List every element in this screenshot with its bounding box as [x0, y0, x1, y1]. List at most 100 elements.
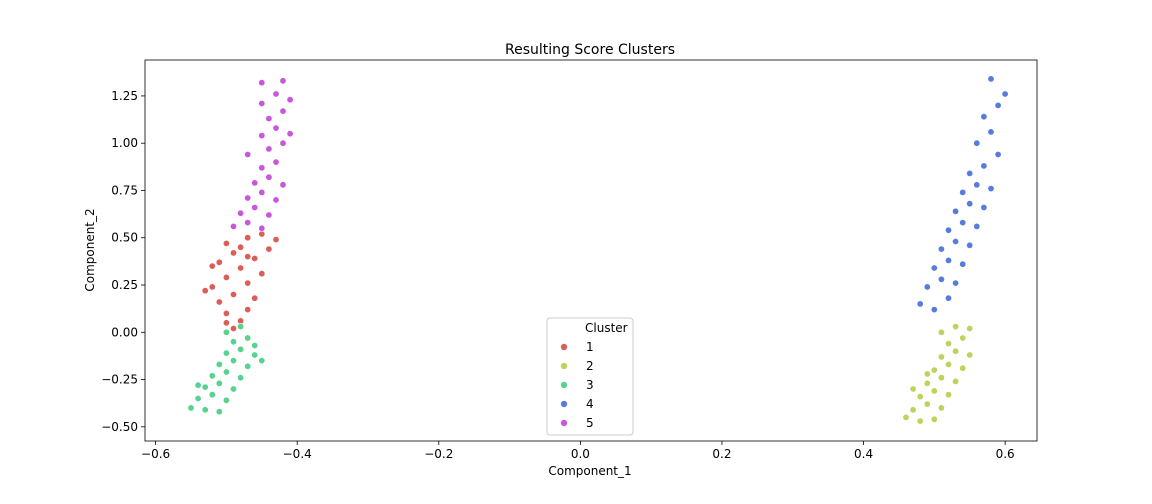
- point-cluster-2: [937, 328, 945, 336]
- point-cluster-1: [230, 324, 238, 332]
- legend-marker-5: [560, 419, 568, 427]
- x-axis: −0.6 −0.4 −0.2 0.0 0.2 0.4 0.6: [141, 441, 1015, 461]
- chart-title: Resulting Score Clusters: [505, 42, 675, 58]
- point-cluster-2: [966, 351, 974, 359]
- point-cluster-4: [916, 300, 924, 308]
- point-cluster-4: [987, 75, 995, 83]
- point-cluster-4: [980, 204, 988, 212]
- point-cluster-5: [244, 151, 252, 159]
- point-cluster-3: [215, 408, 223, 416]
- point-cluster-3: [201, 383, 209, 391]
- legend-label-3: 3: [586, 378, 594, 392]
- point-cluster-1: [237, 243, 245, 251]
- point-cluster-2: [930, 415, 938, 423]
- point-cluster-5: [258, 164, 266, 172]
- point-cluster-5: [265, 145, 273, 153]
- y-tick-label: −0.25: [101, 373, 138, 387]
- series-5: [230, 77, 294, 232]
- point-cluster-1: [244, 234, 252, 242]
- y-tick-label: −0.50: [101, 420, 138, 434]
- point-cluster-2: [937, 374, 945, 382]
- point-cluster-5: [251, 179, 259, 187]
- point-cluster-1: [222, 239, 230, 247]
- point-cluster-5: [272, 158, 280, 166]
- y-axis: −0.50 −0.25 0.00 0.25 0.50 0.75 1.00 1.25: [101, 89, 145, 434]
- point-cluster-4: [987, 128, 995, 136]
- legend-marker-4: [560, 400, 568, 408]
- point-cluster-2: [944, 340, 952, 348]
- point-cluster-4: [959, 219, 967, 227]
- point-cluster-5: [258, 100, 266, 108]
- point-cluster-5: [279, 139, 287, 147]
- series-3: [187, 323, 266, 416]
- point-cluster-2: [902, 413, 910, 421]
- point-cluster-3: [215, 360, 223, 368]
- point-cluster-2: [923, 400, 931, 408]
- point-cluster-5: [251, 204, 259, 212]
- point-cluster-4: [944, 256, 952, 264]
- point-cluster-5: [244, 194, 252, 202]
- point-cluster-3: [244, 362, 252, 370]
- point-cluster-2: [952, 347, 960, 355]
- x-tick-label: 0.6: [996, 447, 1015, 461]
- series-1: [201, 230, 280, 332]
- point-cluster-1: [215, 258, 223, 266]
- point-cluster-4: [952, 207, 960, 215]
- point-cluster-1: [208, 283, 216, 291]
- point-cluster-1: [244, 253, 252, 261]
- point-cluster-4: [959, 188, 967, 196]
- point-cluster-1: [230, 249, 238, 257]
- point-cluster-5: [286, 130, 294, 138]
- point-cluster-3: [230, 357, 238, 365]
- point-cluster-4: [923, 283, 931, 291]
- point-cluster-1: [208, 262, 216, 270]
- point-cluster-4: [944, 294, 952, 302]
- point-cluster-3: [222, 349, 230, 357]
- point-cluster-4: [1001, 90, 1009, 98]
- point-cluster-3: [215, 379, 223, 387]
- point-cluster-4: [973, 222, 981, 230]
- series-2: [902, 323, 974, 425]
- point-cluster-1: [230, 290, 238, 298]
- point-cluster-2: [923, 370, 931, 378]
- point-cluster-5: [272, 196, 280, 204]
- point-cluster-5: [279, 181, 287, 189]
- point-cluster-5: [258, 132, 266, 140]
- point-cluster-1: [237, 264, 245, 272]
- point-cluster-5: [258, 188, 266, 196]
- legend-label-5: 5: [586, 416, 594, 430]
- plot-frame: [144, 59, 1038, 442]
- point-cluster-4: [937, 245, 945, 253]
- point-cluster-2: [959, 364, 967, 372]
- point-cluster-5: [258, 224, 266, 232]
- point-cluster-1: [265, 245, 273, 253]
- point-cluster-1: [251, 255, 259, 263]
- point-cluster-4: [944, 226, 952, 234]
- point-cluster-1: [251, 294, 259, 302]
- point-cluster-3: [237, 374, 245, 382]
- point-cluster-4: [966, 169, 974, 177]
- point-cluster-4: [937, 275, 945, 283]
- point-cluster-4: [930, 306, 938, 314]
- point-cluster-3: [230, 385, 238, 393]
- x-axis-label: Component_1: [548, 464, 631, 478]
- point-cluster-3: [201, 406, 209, 414]
- point-cluster-1: [258, 270, 266, 278]
- y-tick-label: 1.25: [111, 89, 138, 103]
- point-cluster-3: [230, 338, 238, 346]
- y-tick-label: 0.75: [111, 183, 138, 197]
- point-cluster-3: [222, 328, 230, 336]
- y-axis-label: Component_2: [83, 208, 97, 291]
- legend: Cluster 1 2 3 4 5: [546, 317, 634, 436]
- point-cluster-3: [237, 345, 245, 353]
- point-cluster-1: [201, 287, 209, 295]
- point-cluster-3: [251, 351, 259, 359]
- point-cluster-1: [222, 309, 230, 317]
- point-cluster-4: [987, 185, 995, 193]
- legend-label-4: 4: [586, 397, 594, 411]
- points-layer: [187, 75, 1009, 425]
- point-cluster-4: [973, 181, 981, 189]
- point-cluster-2: [944, 360, 952, 368]
- x-tick-label: 0.2: [712, 447, 731, 461]
